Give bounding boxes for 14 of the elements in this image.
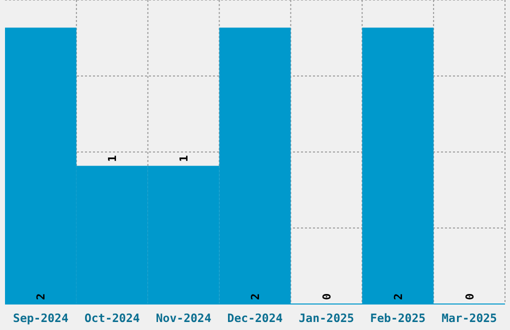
data-label: 1 bbox=[178, 154, 191, 162]
x-tick-label: Dec-2024 bbox=[227, 311, 283, 325]
data-label: 0 bbox=[463, 293, 476, 300]
data-label: 1 bbox=[106, 154, 120, 162]
x-tick-label: Oct-2024 bbox=[84, 311, 140, 325]
x-tick-label: Feb-2025 bbox=[370, 311, 426, 325]
data-label: 2 bbox=[249, 293, 262, 300]
x-tick-label: Mar-2025 bbox=[442, 311, 498, 325]
x-tick-label: Jan-2025 bbox=[298, 311, 354, 325]
x-tick-label: Nov-2024 bbox=[156, 311, 212, 325]
x-tick-label: Sep-2024 bbox=[13, 311, 68, 325]
data-label: 0 bbox=[320, 293, 334, 300]
data-label: 2 bbox=[392, 293, 405, 300]
data-label: 2 bbox=[34, 293, 48, 300]
